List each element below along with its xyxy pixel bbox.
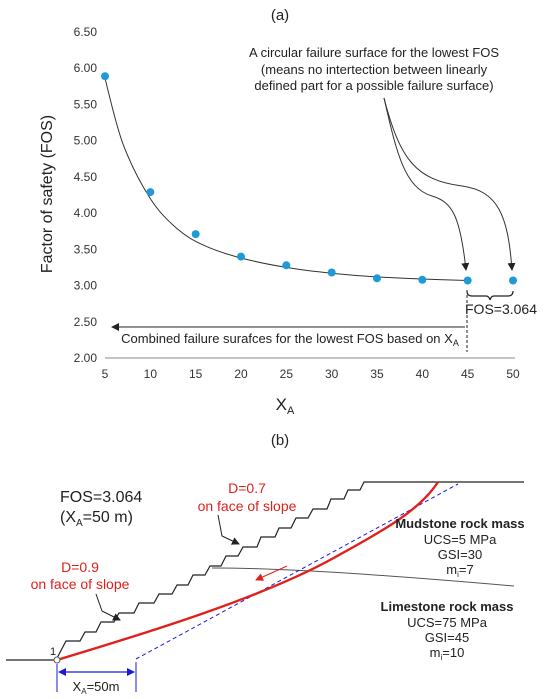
x-tick-label: 35: [370, 367, 384, 381]
data-point: [237, 252, 245, 261]
data-point: [282, 261, 291, 270]
circular-annotation-line3: defined part for a possible failure surf…: [254, 78, 493, 93]
limestone-gsi: GSI=45: [425, 630, 469, 645]
panel-a-label: (a): [271, 7, 289, 24]
fos-label-b: FOS=3.064: [60, 489, 142, 506]
data-point: [146, 188, 155, 197]
slope-profile: [6, 481, 524, 661]
x-tick-label: 25: [280, 367, 294, 381]
mudstone-gsi: GSI=30: [438, 547, 482, 562]
panel-b-label: (b): [271, 432, 289, 449]
limestone-ucs: UCS=75 MPa: [407, 615, 488, 630]
y-tick-label: 3.00: [74, 279, 98, 293]
y-tick-label: 5.00: [74, 134, 98, 148]
circular-annotation-line2: (means no intertection between linearly: [261, 62, 488, 77]
d09-pointer: [95, 593, 103, 612]
y-tick-label: 6.00: [74, 61, 98, 75]
data-point: [418, 275, 427, 284]
data-points: [101, 72, 517, 285]
trend-line: [104, 78, 468, 281]
x-tick-label: 5: [102, 367, 109, 381]
d09-label-line2: on face of slope: [31, 576, 130, 592]
y-tick-label: 6.50: [74, 25, 98, 39]
data-point: [101, 72, 109, 81]
x-tick-label: 10: [144, 367, 158, 381]
y-axis-label: Factor of safety (FOS): [39, 115, 56, 273]
data-point: [327, 268, 336, 277]
rock-boundary: [211, 567, 515, 587]
limestone-title: Limestone rock mass: [381, 599, 514, 614]
xa-dimension-label: XA=50m: [73, 679, 120, 696]
y-tick-label: 3.50: [74, 242, 98, 256]
circular-annotation-line1: A circular failure surface for the lowes…: [249, 45, 499, 60]
arrow-to-45: [383, 97, 470, 271]
data-point: [191, 230, 200, 239]
chart-a: 2.00 2.50 3.00 3.50 4.00 4.50 5.00 5.50 6.00 6.50…: [39, 25, 537, 417]
x-tick-label: 40: [416, 367, 430, 381]
fos-label-a: FOS=3.064: [465, 301, 537, 317]
x-tick-label: 15: [189, 367, 203, 381]
xa-value-label: (XA=50 m): [60, 509, 133, 529]
d07-label-line2: on face of slope: [198, 498, 297, 514]
x-tick-label: 45: [461, 367, 475, 381]
mudstone-ucs: UCS=5 MPa: [424, 532, 497, 547]
y-tick-label: 5.50: [74, 97, 98, 111]
x-tick-label: 50: [506, 367, 520, 381]
x-tick-label: 20: [234, 367, 248, 381]
toe-point-label: 1: [50, 646, 56, 658]
x-axis: 5 10 15 20 25 30 35 40 45 50: [102, 367, 520, 381]
limestone-mi: mi=10: [430, 645, 465, 662]
data-point: [509, 276, 517, 285]
combined-annotation: Combined failure surafces for the lowest…: [121, 331, 459, 348]
failure-surface: [56, 481, 440, 662]
data-point: [373, 274, 381, 283]
y-axis: 2.00 2.50 3.00 3.50 4.00 4.50 5.00 5.50 6.00 6.50: [74, 25, 98, 365]
failure-direction-arrow: [255, 565, 288, 581]
y-tick-label: 4.00: [74, 206, 98, 220]
x-axis-label: XA: [276, 395, 295, 417]
mudstone-title: Mudstone rock mass: [395, 516, 524, 531]
slope-diagram: 1 FOS=3.064 (XA=50 m) D=0.7 on face of s…: [6, 480, 525, 696]
y-tick-label: 4.50: [74, 170, 98, 184]
mudstone-mi: mi=7: [446, 562, 473, 579]
x-tick-label: 30: [325, 367, 339, 381]
d07-label-line1: D=0.7: [228, 480, 266, 496]
d07-pointer: [217, 514, 223, 537]
d07-pointer-arrow: [221, 535, 240, 545]
fos-brace: [466, 290, 514, 301]
data-point: [463, 276, 472, 285]
d09-pointer-arrow: [101, 610, 121, 621]
d09-label-line1: D=0.9: [61, 559, 99, 575]
y-tick-label: 2.00: [74, 351, 98, 365]
arrow-to-50: [383, 97, 516, 271]
dashed-reference-line: [135, 483, 459, 660]
toe-point: [53, 656, 61, 664]
y-tick-label: 2.50: [74, 315, 98, 329]
